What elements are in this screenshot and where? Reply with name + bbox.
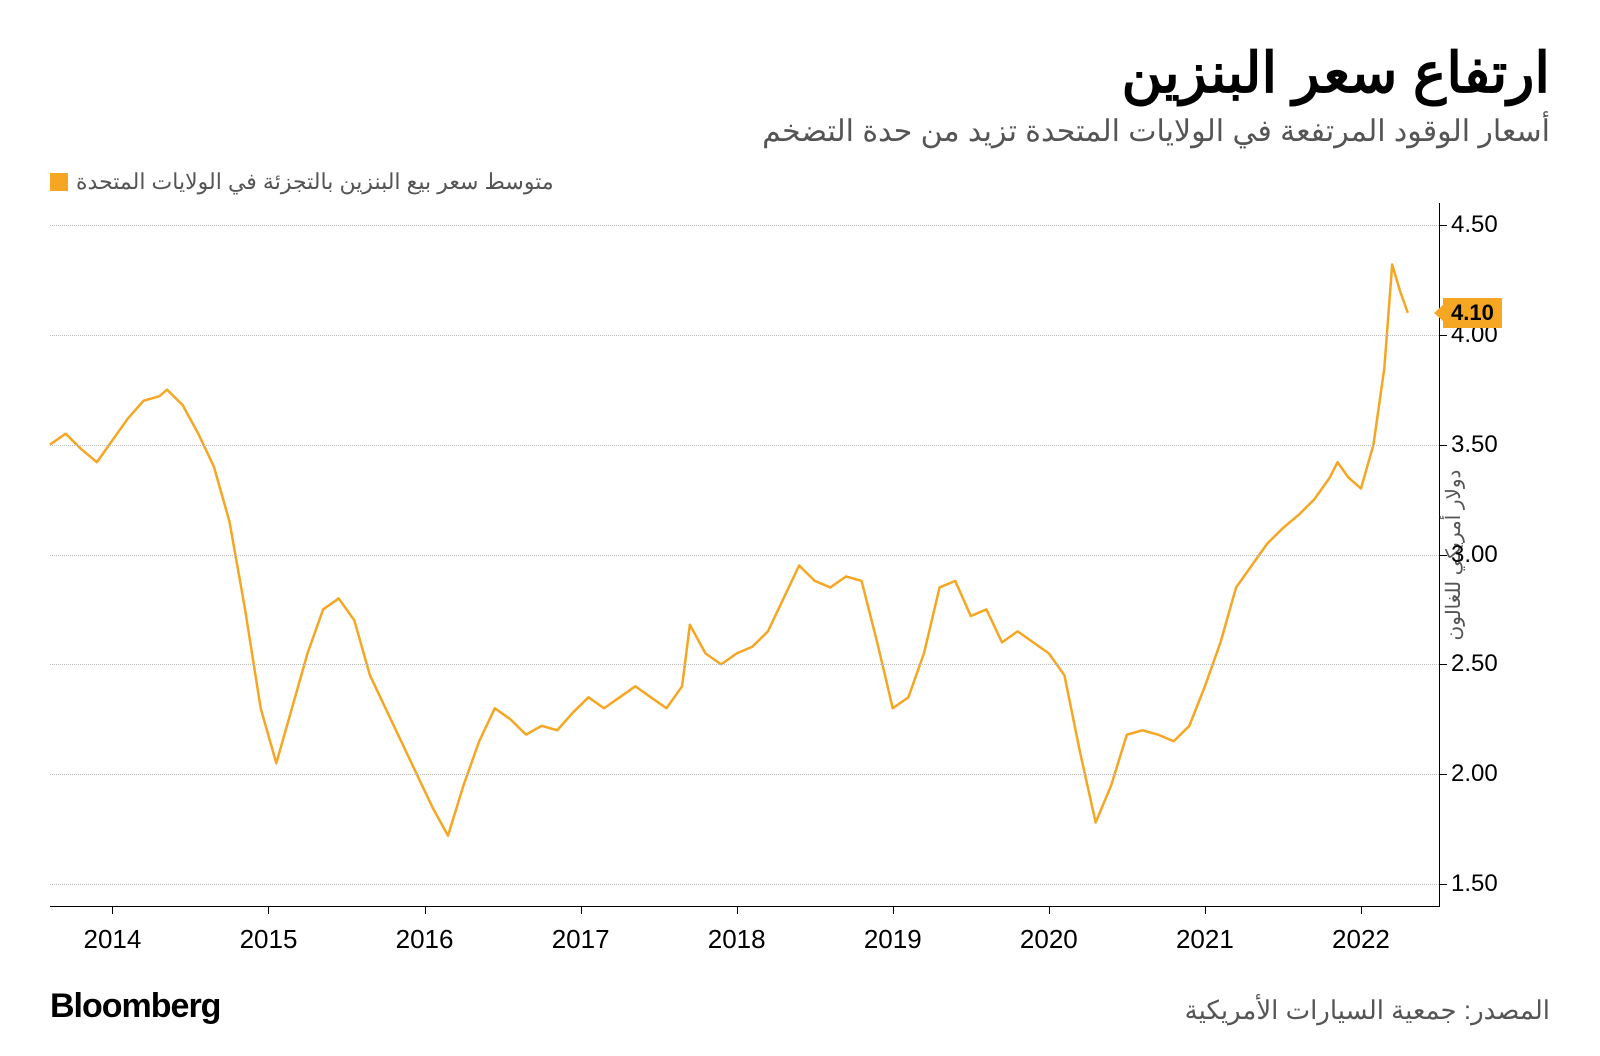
x-tick-label: 2020 (1020, 906, 1078, 955)
y-tick-label: 4.50 (1439, 211, 1498, 239)
grid-line (50, 555, 1439, 556)
brand-logo: Bloomberg (50, 987, 220, 1026)
grid-line (50, 225, 1439, 226)
x-tick-label: 2019 (864, 906, 922, 955)
grid-line (50, 335, 1439, 336)
grid-line (50, 774, 1439, 775)
chart-source: المصدر: جمعية السيارات الأمريكية (1185, 995, 1550, 1026)
x-tick-label: 2018 (708, 906, 766, 955)
grid-line (50, 445, 1439, 446)
y-tick-label: 3.00 (1439, 541, 1498, 569)
grid-line (50, 884, 1439, 885)
legend-label: متوسط سعر بيع البنزين بالتجزئة في الولاي… (76, 169, 554, 195)
x-tick-label: 2022 (1332, 906, 1390, 955)
x-tick-label: 2021 (1176, 906, 1234, 955)
y-tick-label: 1.50 (1439, 870, 1498, 898)
legend-swatch (50, 173, 68, 191)
x-tick-label: 2014 (84, 906, 142, 955)
x-tick-label: 2017 (552, 906, 610, 955)
x-tick-label: 2015 (240, 906, 298, 955)
y-tick-label: 2.50 (1439, 650, 1498, 678)
plot: دولار أمريكي للغالون 1.502.002.503.003.5… (50, 203, 1440, 907)
y-tick-label: 2.00 (1439, 760, 1498, 788)
chart-area: دولار أمريكي للغالون 1.502.002.503.003.5… (50, 203, 1550, 967)
chart-subtitle: أسعار الوقود المرتفعة في الولايات المتحد… (50, 114, 1550, 149)
grid-line (50, 664, 1439, 665)
y-tick-label: 3.50 (1439, 431, 1498, 459)
chart-title: ارتفاع سعر البنزين (50, 40, 1550, 106)
last-value-badge: 4.10 (1443, 298, 1502, 328)
x-tick-label: 2016 (396, 906, 454, 955)
legend: متوسط سعر بيع البنزين بالتجزئة في الولاي… (50, 169, 1550, 195)
